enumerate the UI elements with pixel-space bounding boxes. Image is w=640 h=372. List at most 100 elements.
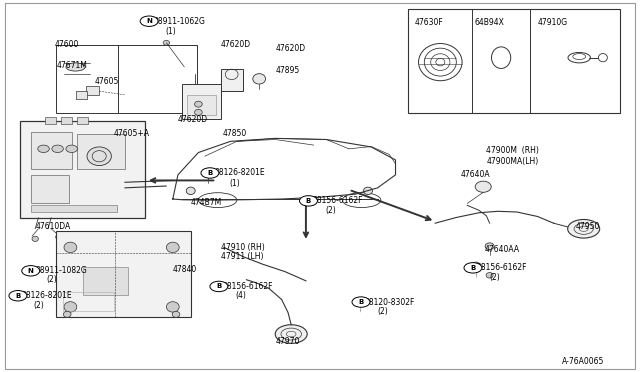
Bar — [86, 86, 99, 95]
Text: B: B — [358, 299, 364, 305]
Bar — [56, 231, 191, 317]
Text: 47911 (LH): 47911 (LH) — [221, 252, 263, 261]
Ellipse shape — [275, 325, 307, 343]
Text: 47620D: 47620D — [221, 40, 251, 49]
Text: 47895: 47895 — [275, 66, 300, 75]
Text: 47671M: 47671M — [56, 61, 87, 70]
Text: 47840: 47840 — [173, 265, 197, 274]
Circle shape — [140, 16, 158, 26]
Text: 47850: 47850 — [223, 129, 247, 138]
Ellipse shape — [472, 262, 480, 268]
Text: B: B — [207, 170, 212, 176]
Ellipse shape — [64, 242, 77, 253]
Text: B: B — [15, 293, 20, 299]
Text: 47600: 47600 — [54, 40, 79, 49]
Text: 47950: 47950 — [576, 222, 600, 231]
Bar — [45, 117, 56, 124]
Bar — [77, 134, 125, 169]
Ellipse shape — [87, 147, 111, 166]
Text: (2): (2) — [490, 273, 500, 282]
Bar — [20, 121, 145, 218]
Text: 08156-6162F: 08156-6162F — [223, 282, 273, 291]
Ellipse shape — [56, 234, 62, 240]
Bar — [77, 117, 88, 124]
Bar — [187, 95, 216, 115]
Text: A-76A0065: A-76A0065 — [562, 357, 604, 366]
Text: 47605+A: 47605+A — [114, 129, 150, 138]
Ellipse shape — [186, 187, 195, 195]
Bar — [221, 69, 243, 91]
Text: 47910G: 47910G — [538, 18, 568, 27]
Text: 47900M  (RH): 47900M (RH) — [486, 146, 540, 155]
Bar — [56, 45, 197, 113]
Ellipse shape — [475, 181, 492, 192]
Text: N: N — [146, 18, 152, 24]
Ellipse shape — [486, 272, 493, 278]
Text: (2): (2) — [378, 307, 388, 316]
Bar — [31, 175, 69, 203]
Text: B: B — [306, 198, 311, 204]
Text: 08126-8201E: 08126-8201E — [214, 169, 265, 177]
Text: 47970: 47970 — [275, 337, 300, 346]
Circle shape — [22, 266, 40, 276]
Ellipse shape — [66, 63, 85, 71]
Ellipse shape — [64, 302, 77, 312]
Circle shape — [201, 168, 219, 178]
Bar — [31, 205, 117, 212]
Text: 47620D: 47620D — [178, 115, 208, 124]
Ellipse shape — [364, 187, 372, 195]
Circle shape — [9, 291, 27, 301]
Circle shape — [464, 263, 482, 273]
Ellipse shape — [52, 145, 63, 153]
Text: (2): (2) — [325, 206, 336, 215]
Text: 08120-8302F: 08120-8302F — [365, 298, 415, 307]
Text: 47640A: 47640A — [461, 170, 490, 179]
Ellipse shape — [195, 101, 202, 107]
Ellipse shape — [357, 298, 364, 303]
Text: 47605: 47605 — [95, 77, 119, 86]
Text: 47910 (RH): 47910 (RH) — [221, 243, 264, 252]
Bar — [182, 84, 221, 119]
Text: 474B7M: 474B7M — [191, 198, 222, 207]
Bar — [61, 117, 72, 124]
Ellipse shape — [568, 219, 600, 238]
Bar — [76, 91, 87, 99]
Text: (1): (1) — [229, 179, 240, 187]
Ellipse shape — [172, 311, 180, 317]
Ellipse shape — [195, 109, 202, 115]
Bar — [83, 267, 128, 295]
Text: 08911-1062G: 08911-1062G — [154, 17, 205, 26]
Text: (1): (1) — [165, 27, 176, 36]
Text: 47640AA: 47640AA — [485, 245, 520, 254]
Bar — [31, 132, 72, 169]
Text: 08126-8201E: 08126-8201E — [22, 291, 72, 300]
Text: (4): (4) — [236, 291, 246, 300]
Text: 47620D: 47620D — [275, 44, 305, 53]
Text: 64B94X: 64B94X — [475, 18, 505, 27]
Text: (2): (2) — [33, 301, 44, 310]
Text: 47630F: 47630F — [415, 18, 444, 27]
Text: (2): (2) — [46, 275, 57, 284]
Circle shape — [352, 297, 370, 307]
Text: 08156-6162F: 08156-6162F — [477, 263, 527, 272]
Ellipse shape — [163, 41, 170, 45]
Ellipse shape — [32, 236, 38, 241]
Text: 08156-6162F: 08156-6162F — [312, 196, 363, 205]
Ellipse shape — [485, 243, 494, 250]
Ellipse shape — [253, 74, 266, 84]
Ellipse shape — [63, 311, 71, 317]
Circle shape — [210, 281, 228, 292]
Text: 47610DA: 47610DA — [35, 222, 70, 231]
Ellipse shape — [205, 168, 211, 174]
Bar — [63, 292, 114, 311]
Ellipse shape — [66, 145, 77, 153]
Ellipse shape — [166, 302, 179, 312]
Text: 47900MA(LH): 47900MA(LH) — [486, 157, 539, 166]
Text: N: N — [28, 268, 34, 274]
Ellipse shape — [166, 242, 179, 253]
Text: B: B — [470, 265, 476, 271]
Text: 08911-1082G: 08911-1082G — [35, 266, 87, 275]
Text: B: B — [216, 283, 221, 289]
Ellipse shape — [38, 145, 49, 153]
Bar — [408, 9, 620, 113]
